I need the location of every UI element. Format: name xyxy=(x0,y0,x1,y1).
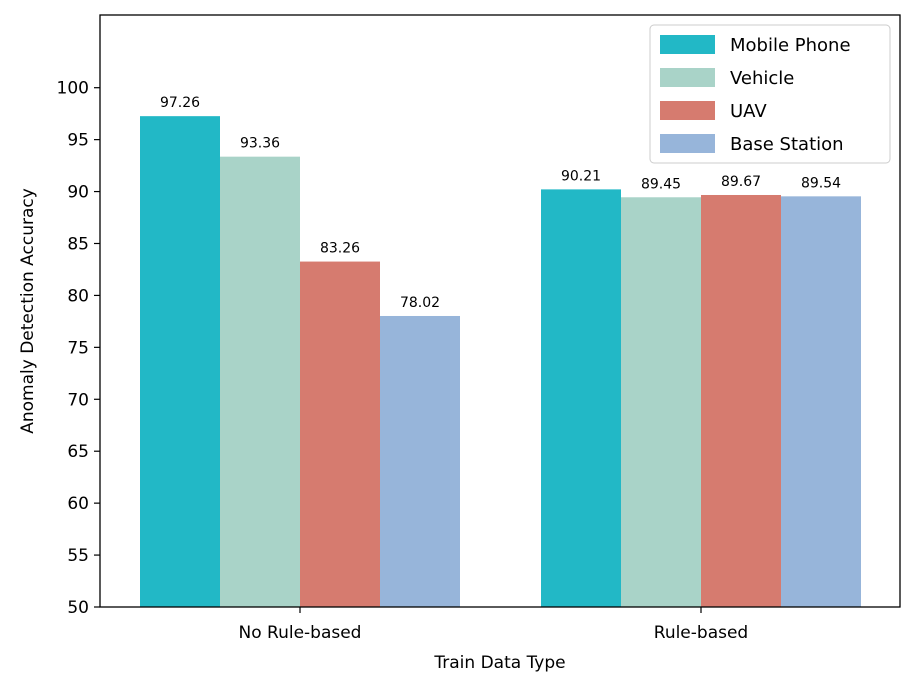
legend-swatch xyxy=(660,68,715,87)
x-tick-label: Rule-based xyxy=(654,623,748,643)
y-tick-label: 100 xyxy=(57,79,89,99)
y-tick-label: 80 xyxy=(67,286,89,306)
bar-mobile-phone-0 xyxy=(140,116,220,607)
data-labels-layer: 97.26 93.36 83.26 78.02 90.21 89.45 89.67 89.54 xyxy=(160,95,841,311)
bar-mobile-phone-1 xyxy=(541,189,621,607)
plot-frame xyxy=(99,14,901,608)
legend-label: UAV xyxy=(730,101,767,122)
y-tick-label: 50 xyxy=(67,598,89,618)
y-tick-label: 75 xyxy=(67,338,89,358)
legend-label: Mobile Phone xyxy=(730,35,851,56)
legend-swatch xyxy=(660,35,715,54)
legend-swatch xyxy=(660,134,715,153)
bar-vehicle-1 xyxy=(621,197,701,607)
legend-swatch xyxy=(660,101,715,120)
legend: Mobile Phone Vehicle UAV Base Station xyxy=(649,24,891,164)
y-tick-label: 90 xyxy=(67,183,89,203)
y-tick-label: 85 xyxy=(67,234,89,254)
x-axis: No Rule-based Rule-based xyxy=(239,607,748,643)
legend-label: Vehicle xyxy=(730,68,794,89)
bar-uav-0 xyxy=(300,261,380,607)
y-tick-label: 60 xyxy=(67,494,89,514)
data-label: 89.67 xyxy=(721,174,761,190)
data-label: 97.26 xyxy=(160,95,200,111)
y-tick-label: 95 xyxy=(67,131,89,151)
data-label: 89.54 xyxy=(801,175,841,191)
y-tick-label: 65 xyxy=(67,442,89,462)
y-tick-label: 55 xyxy=(67,546,89,566)
bar-vehicle-0 xyxy=(220,156,300,608)
bar-base-station-1 xyxy=(781,196,861,608)
legend-box xyxy=(649,24,891,164)
data-label: 90.21 xyxy=(561,168,601,184)
y-axis: 50 55 60 65 70 75 80 85 90 95 100 xyxy=(57,79,100,618)
data-label: 78.02 xyxy=(400,295,440,311)
y-axis-label: Anomaly Detection Accuracy xyxy=(18,188,38,434)
legend-label: Base Station xyxy=(730,134,844,155)
data-label: 89.45 xyxy=(641,176,681,192)
bar-base-station-0 xyxy=(380,315,460,607)
x-axis-label: Train Data Type xyxy=(433,653,565,673)
y-tick-label: 70 xyxy=(67,390,89,410)
data-label: 93.36 xyxy=(240,136,280,152)
bars-layer xyxy=(140,116,861,608)
x-tick-label: No Rule-based xyxy=(239,623,362,643)
data-label: 83.26 xyxy=(320,241,360,257)
bar-uav-1 xyxy=(701,194,781,607)
